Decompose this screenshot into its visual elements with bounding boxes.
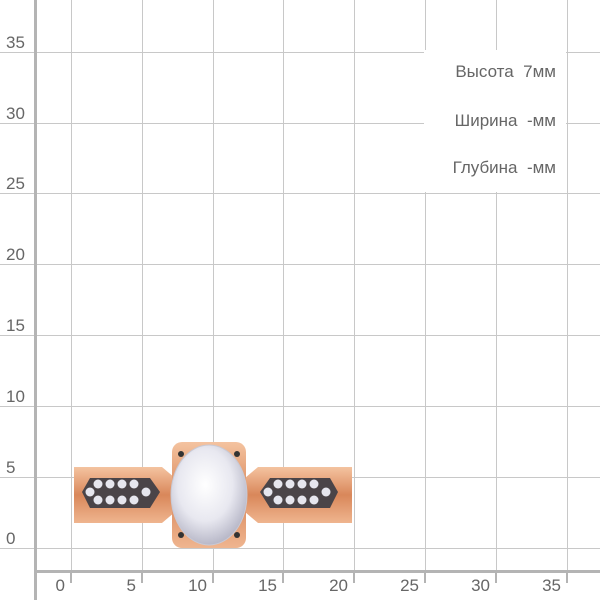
grid-hline (0, 335, 600, 336)
x-tick-label: 20 (329, 576, 348, 595)
y-tick-label: 25 (6, 174, 25, 193)
y-tick-label: 35 (6, 33, 25, 52)
x-tick-label: 25 (400, 576, 419, 595)
grid-vline (283, 0, 284, 571)
pave-stone (105, 479, 115, 489)
grid-vline (567, 0, 568, 571)
pave-stone (297, 495, 307, 505)
pave-stone (321, 487, 331, 497)
grid-hline (0, 264, 600, 265)
pave-stone (85, 487, 95, 497)
grid-hline (0, 52, 600, 53)
pave-stone (105, 495, 115, 505)
y-tick-label: 10 (6, 387, 25, 406)
x-tick-label: 10 (188, 576, 207, 595)
grid-vline (71, 0, 72, 571)
pave-stone (285, 495, 295, 505)
pave-stone (117, 479, 127, 489)
pave-stone (129, 479, 139, 489)
pave-stone (309, 479, 319, 489)
pave-stone (93, 495, 103, 505)
pave-stone (117, 495, 127, 505)
pave-stone (309, 495, 319, 505)
pave-stone (93, 479, 103, 489)
pave-stone (273, 479, 283, 489)
pave-stone (141, 487, 151, 497)
spec-width: Ширина -мм (454, 111, 556, 130)
spec-depth: Глубина -мм (452, 158, 556, 177)
x-tick-label: 5 (126, 576, 136, 595)
y-tick-label: 30 (6, 104, 25, 123)
x-tick (353, 573, 355, 583)
grid-vline (354, 0, 355, 571)
grid-hline (0, 123, 600, 124)
grid-hline (0, 406, 600, 407)
grid-vline (213, 0, 214, 571)
center-stone (170, 442, 248, 548)
pave-stones (85, 479, 331, 505)
grid-hline (0, 193, 600, 194)
pave-stone (285, 479, 295, 489)
pave-stone (263, 487, 273, 497)
grid-hline (0, 548, 600, 549)
y-tick-label: 15 (6, 316, 25, 335)
x-axis (34, 570, 600, 573)
spec-height: Высота 7мм (455, 62, 556, 81)
pave-stone (129, 495, 139, 505)
x-tick-label: 15 (258, 576, 277, 595)
grid-vline (142, 0, 143, 571)
x-tick-label: 30 (471, 576, 490, 595)
y-tick-label: 0 (6, 529, 16, 548)
y-tick-label: 5 (6, 458, 16, 477)
x-tick (141, 573, 143, 583)
specs-box: Высота 7мм Ширина -мм Глубина -мм (424, 50, 566, 192)
x-tick-label: 35 (542, 576, 561, 595)
x-tick (566, 573, 568, 583)
x-tick (424, 573, 426, 583)
x-tick (70, 573, 72, 583)
y-tick-label: 20 (6, 245, 25, 264)
x-tick (212, 573, 214, 583)
x-tick (495, 573, 497, 583)
pave-stone (297, 479, 307, 489)
y-axis (34, 0, 37, 600)
x-tick-label: 0 (55, 576, 65, 595)
x-tick (282, 573, 284, 583)
grid-vline (496, 0, 497, 571)
pave-stone (273, 495, 283, 505)
grid-vline (425, 0, 426, 571)
